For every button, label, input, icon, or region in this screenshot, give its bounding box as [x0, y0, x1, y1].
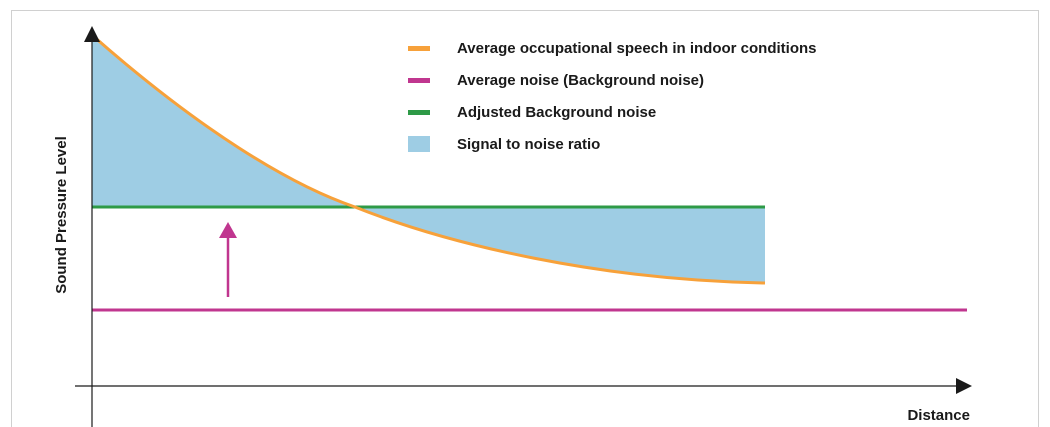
y-axis-arrow: [84, 26, 100, 42]
legend-swatch: [408, 46, 430, 51]
legend-label: Average occupational speech in indoor co…: [457, 40, 817, 57]
speech-curve: [91, 33, 766, 285]
x-axis-label: Distance: [907, 407, 970, 424]
legend-label: Average noise (Background noise): [457, 72, 704, 89]
legend-swatch: [408, 78, 430, 83]
legend-label: Adjusted Background noise: [457, 104, 656, 121]
frame: [11, 10, 1039, 427]
raise-arrow-head: [219, 222, 237, 238]
x-axis-arrow: [956, 378, 972, 394]
legend-label: Signal to noise ratio: [457, 136, 600, 153]
snr-area: [92, 35, 765, 283]
y-axis-label: Sound Pressure Level: [53, 136, 70, 294]
legend-swatch: [408, 110, 430, 115]
legend-swatch: [408, 136, 430, 152]
